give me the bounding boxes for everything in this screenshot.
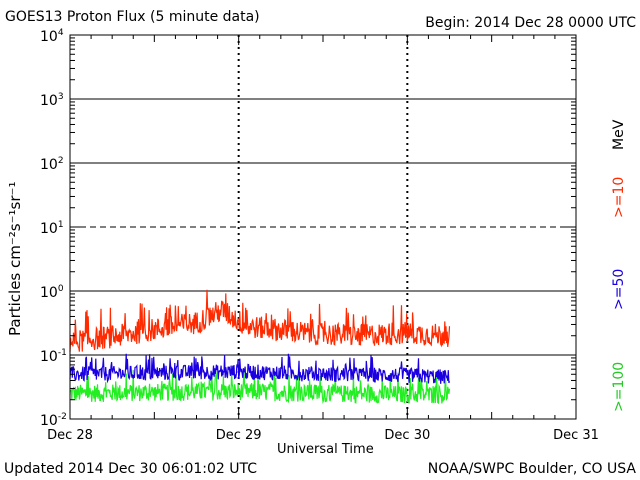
y-tick-label: 104 xyxy=(40,28,64,45)
legend-ge100: >=100 xyxy=(611,361,627,412)
y-tick-label: 101 xyxy=(40,220,64,237)
y-tick-label: 100 xyxy=(40,284,64,301)
series-line-ge100 xyxy=(69,369,451,405)
credit-label: NOAA/SWPC Boulder, CO USA xyxy=(427,461,636,477)
series-line-ge50 xyxy=(69,353,451,384)
x-tick-label: Dec 30 xyxy=(384,428,430,443)
y-tick-label: 10-2 xyxy=(40,412,67,429)
legend-ge10: >=10 xyxy=(611,176,627,218)
x-tick-label: Dec 29 xyxy=(216,428,262,443)
y-tick-label: 102 xyxy=(40,156,64,173)
legend-ge50: >=50 xyxy=(611,268,627,310)
x-tick-label: Dec 31 xyxy=(553,428,599,443)
x-tick-label: Dec 28 xyxy=(47,428,93,443)
updated-timestamp: Updated 2014 Dec 30 06:01:02 UTC xyxy=(4,461,258,477)
chart-title: GOES13 Proton Flux (5 minute data) xyxy=(5,9,260,25)
unit-label: MeV xyxy=(611,119,627,150)
begin-time-label: Begin: 2014 Dec 28 0000 UTC xyxy=(425,15,636,31)
series-line-ge10 xyxy=(69,289,451,352)
y-axis-label: Particles cm⁻²s⁻¹sr⁻¹ xyxy=(6,181,24,336)
x-axis-label: Universal Time xyxy=(277,442,374,457)
y-tick-label: 10-1 xyxy=(40,348,67,365)
y-tick-label: 103 xyxy=(40,92,64,109)
